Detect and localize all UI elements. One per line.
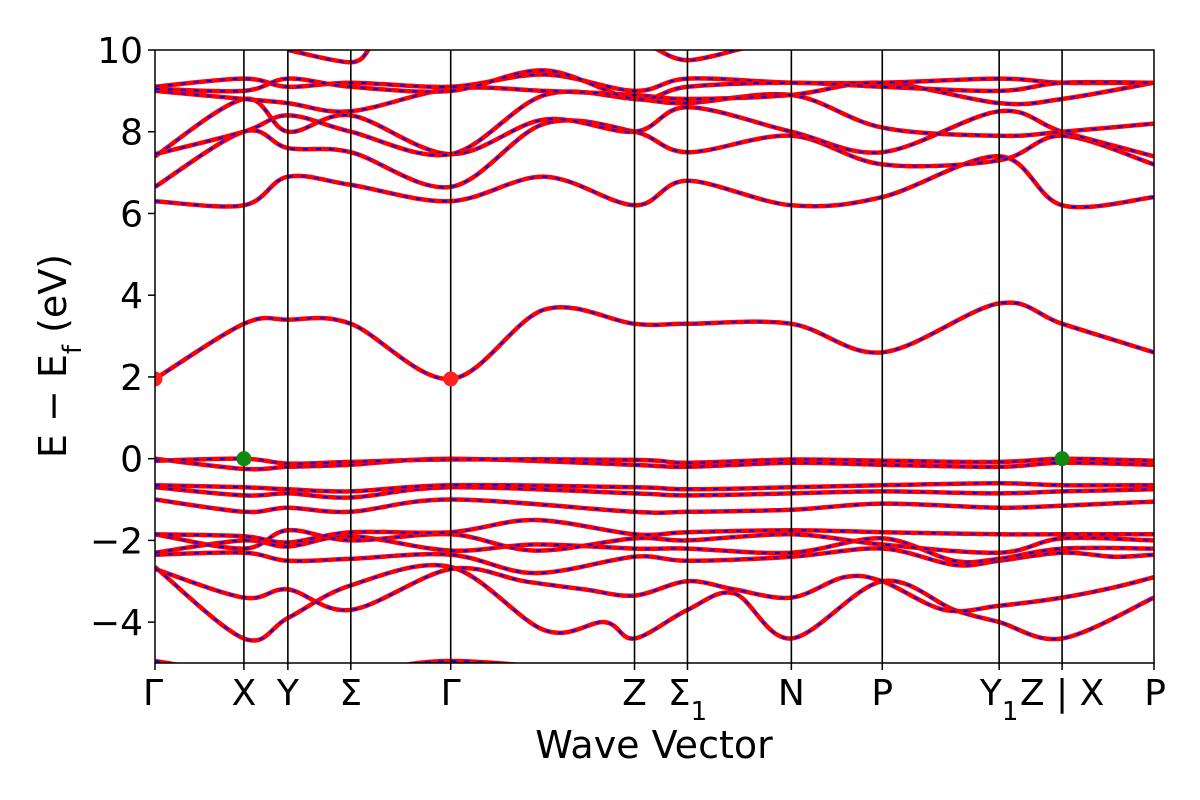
x-tick-label-text: Γ <box>143 673 163 714</box>
band-line-overlay-3 <box>155 567 1154 613</box>
band-edge-marker-4 <box>1054 451 1070 467</box>
band-edge-marker-3 <box>236 451 252 467</box>
y-tick-label-6: 0 <box>120 440 143 481</box>
x-tick-label-text: P <box>871 673 893 714</box>
x-tick-label-text: Σ <box>339 673 362 714</box>
y-tick-label-3: 6 <box>120 194 143 235</box>
x-tick-label-text: X <box>232 673 257 714</box>
x-tick-label-text: Y <box>979 673 1003 714</box>
y-tick-label-2: 8 <box>120 113 143 154</box>
y-tick-label-4: 4 <box>120 276 143 317</box>
band-line-overlay-22 <box>656 50 741 62</box>
y-axis-ticks: 10 8 6 4 2 0 −2 −4 <box>90 31 155 644</box>
x-tick-label-1: Γ <box>143 673 163 714</box>
y-tick-label-8: −4 <box>90 603 143 644</box>
x-tick-label-12: P <box>1144 673 1166 714</box>
high-symmetry-lines <box>243 50 1063 663</box>
x-tick-label-text: Γ <box>441 673 461 714</box>
x-tick-label-text: Z <box>622 673 647 714</box>
band-edge-marker-1 <box>155 371 163 387</box>
x-tick-label-11: Z | X <box>1020 673 1104 714</box>
band-edge-markers <box>155 371 1070 467</box>
x-tick-label-subscript: 1 <box>691 697 708 727</box>
x-tick-label-subscript: 1 <box>1002 697 1019 727</box>
y-tick-label-7: −2 <box>90 521 143 562</box>
band-edge-marker-2 <box>443 371 459 387</box>
y-tick-label-5: 2 <box>120 358 143 399</box>
x-tick-label-8: N <box>778 673 805 714</box>
y-axis-label-main: E − E <box>31 354 75 458</box>
x-tick-label-2: X <box>232 673 257 714</box>
x-tick-label-text: N <box>778 673 805 714</box>
y-tick-label-1: 10 <box>97 31 143 72</box>
y-axis-label: E − Ef (eV) <box>31 254 88 458</box>
x-tick-label-5: Γ <box>441 673 461 714</box>
x-tick-label-4: Σ <box>339 673 362 714</box>
x-tick-label-9: P <box>871 673 893 714</box>
band-line-overlay-4 <box>155 547 1154 575</box>
x-tick-label-10: Y1 <box>979 673 1019 727</box>
band-line-overlay-5 <box>155 535 1154 564</box>
y-axis-label-subscript: f <box>58 344 88 354</box>
band-line-overlay-21 <box>287 50 370 64</box>
x-tick-label-3: Y <box>276 673 300 714</box>
band-line-overlay-16 <box>155 97 1154 158</box>
plot-frame <box>154 49 1155 664</box>
x-tick-label-text: Σ <box>668 673 691 714</box>
x-axis-label: Wave Vector <box>535 723 773 767</box>
x-tick-label-7: Σ1 <box>668 673 707 727</box>
band-line-overlay-2 <box>155 564 1154 642</box>
x-tick-label-text: P <box>1144 673 1166 714</box>
x-tick-label-text: Y <box>276 673 300 714</box>
x-tick-label-text: Z | X <box>1020 673 1104 714</box>
x-tick-label-6: Z <box>622 673 647 714</box>
y-axis-label-unit: (eV) <box>31 254 75 345</box>
